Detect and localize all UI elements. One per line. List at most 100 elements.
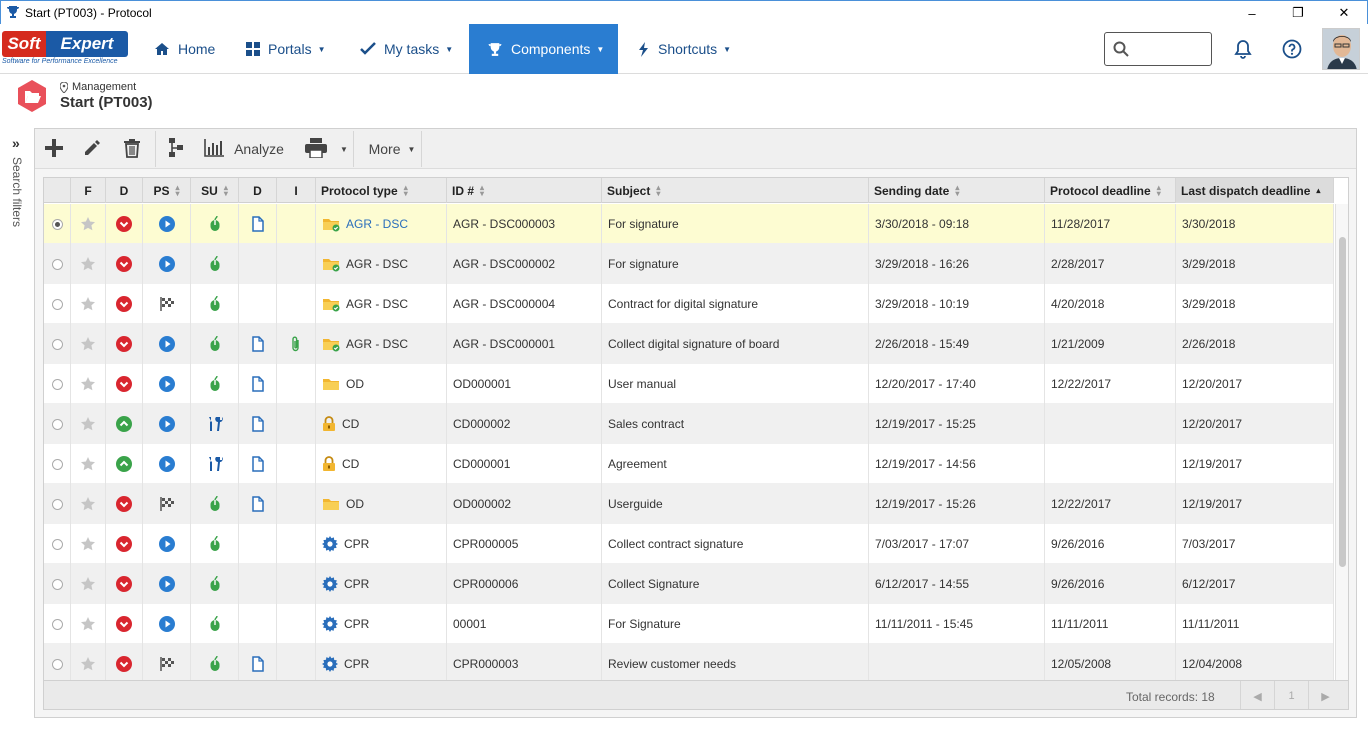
- table-row[interactable]: OD OD000002 Userguide 12/19/2017 - 15:26 12/…: [44, 484, 1334, 524]
- help-icon[interactable]: [1281, 38, 1303, 60]
- next-page-button[interactable]: ▶: [1308, 681, 1342, 709]
- row-select-radio[interactable]: [51, 578, 63, 590]
- cell-favorite[interactable]: [71, 284, 106, 324]
- table-row[interactable]: AGR - DSC AGR - DSC000001 Collect digital …: [44, 324, 1334, 364]
- cell-process-status: [143, 204, 191, 244]
- cell-favorite[interactable]: [71, 564, 106, 604]
- col-document[interactable]: D: [239, 178, 277, 203]
- table-row[interactable]: AGR - DSC AGR - DSC000004 Contract for dig…: [44, 284, 1334, 324]
- document-icon: [251, 496, 264, 512]
- user-avatar[interactable]: [1322, 28, 1360, 70]
- col-su[interactable]: SU ▴ ▾: [191, 178, 239, 203]
- cell-sending-date: 12/20/2017 - 17:40: [869, 364, 1045, 404]
- cell-last-dispatch: 6/12/2017: [1176, 564, 1334, 604]
- cell-subject: User manual: [602, 364, 869, 404]
- row-select-radio[interactable]: [51, 658, 63, 670]
- cell-favorite[interactable]: [71, 204, 106, 244]
- cell-favorite[interactable]: [71, 404, 106, 444]
- last-dispatch-text: 12/20/2017: [1182, 377, 1243, 391]
- row-select-radio[interactable]: [51, 538, 63, 550]
- row-select-radio[interactable]: [51, 298, 63, 310]
- cell-protocol-deadline: 9/26/2016: [1045, 524, 1176, 564]
- table-row[interactable]: CPR CPR000006 Collect Signature 6/12/2017 -…: [44, 564, 1334, 604]
- cell-protocol-type: CPR: [316, 524, 447, 564]
- protocol-type-text[interactable]: AGR - DSC: [346, 217, 409, 231]
- trophy-icon: [6, 5, 20, 19]
- row-select-radio[interactable]: [51, 618, 63, 630]
- row-select-radio[interactable]: [51, 418, 63, 430]
- search-filters-toggle[interactable]: » Search filters: [0, 129, 30, 249]
- more-button[interactable]: More ▼: [359, 129, 425, 169]
- table-row[interactable]: OD OD000001 User manual 12/20/2017 - 17:40 1…: [44, 364, 1334, 404]
- table-row[interactable]: CD CD000002 Sales contract 12/19/2017 - 15:…: [44, 404, 1334, 444]
- breadcrumb-parent[interactable]: Management: [60, 81, 136, 93]
- col-attachment[interactable]: I: [277, 178, 316, 203]
- prev-page-button[interactable]: ◀: [1240, 681, 1274, 709]
- print-button[interactable]: [297, 129, 335, 169]
- table-row[interactable]: CPR 00001 For Signature 11/11/2011 - 15:45 1…: [44, 604, 1334, 644]
- restore-button[interactable]: ❐: [1292, 5, 1304, 20]
- add-button[interactable]: [37, 129, 71, 169]
- delete-button[interactable]: [115, 129, 149, 169]
- cell-favorite[interactable]: [71, 364, 106, 404]
- row-select-radio[interactable]: [51, 458, 63, 470]
- table-row[interactable]: CD CD000001 Agreement 12/19/2017 - 14:56 12/…: [44, 444, 1334, 484]
- cell-favorite[interactable]: [71, 244, 106, 284]
- col-favorite[interactable]: F: [71, 178, 106, 203]
- col-protocol-deadline[interactable]: Protocol deadline ▴ ▾: [1045, 178, 1176, 203]
- nav-shortcuts[interactable]: Shortcuts ▼: [638, 24, 738, 74]
- vertical-scrollbar[interactable]: [1335, 204, 1348, 680]
- cell-favorite[interactable]: [71, 444, 106, 484]
- folder-check-icon: [322, 216, 340, 232]
- cell-id: CD000002: [447, 404, 602, 444]
- trophy-icon: [487, 42, 503, 57]
- cell-favorite[interactable]: [71, 644, 106, 684]
- table-row[interactable]: AGR - DSC AGR - DSC000003 For signature 3/3…: [44, 204, 1334, 244]
- cell-document: [239, 604, 277, 644]
- bell-icon[interactable]: [1232, 38, 1254, 60]
- row-select-radio[interactable]: [51, 338, 63, 350]
- close-button[interactable]: ✕: [1338, 5, 1350, 20]
- table-row[interactable]: CPR CPR000003 Review customer needs 12/05/2…: [44, 644, 1334, 684]
- cell-sending-date: 6/12/2017 - 14:55: [869, 564, 1045, 604]
- col-process-status[interactable]: PS ▴ ▾: [143, 178, 191, 203]
- cell-favorite[interactable]: [71, 604, 106, 644]
- edit-button[interactable]: [75, 129, 109, 169]
- row-select-radio[interactable]: [51, 498, 63, 510]
- col-sending-date[interactable]: Sending date ▴ ▾: [869, 178, 1045, 203]
- nav-my-tasks[interactable]: My tasks ▼: [360, 24, 460, 74]
- sort-icon: ▴ ▾: [480, 182, 485, 198]
- cell-protocol-type: CPR: [316, 644, 447, 684]
- col-subject[interactable]: Subject ▴ ▾: [602, 178, 869, 203]
- cell-attachment: [277, 204, 316, 244]
- cell-favorite[interactable]: [71, 484, 106, 524]
- search-input[interactable]: [1135, 39, 1207, 59]
- nav-home[interactable]: Home: [154, 24, 222, 74]
- cell-su: [191, 644, 239, 684]
- play-icon: [158, 576, 175, 592]
- scrollbar-thumb[interactable]: [1339, 237, 1346, 567]
- table-row[interactable]: AGR - DSC AGR - DSC000002 For signature 3/2…: [44, 244, 1334, 284]
- row-select-radio[interactable]: [51, 258, 63, 270]
- print-dropdown[interactable]: ▼: [337, 129, 351, 169]
- col-deadline-status[interactable]: D: [106, 178, 143, 203]
- nav-portals[interactable]: Portals ▼: [246, 24, 336, 74]
- minimize-button[interactable]: –: [1248, 5, 1256, 21]
- cell-document: [239, 484, 277, 524]
- global-search[interactable]: [1104, 32, 1212, 66]
- col-id[interactable]: ID # ▴ ▾: [447, 178, 602, 203]
- softexpert-logo[interactable]: Soft Expert Software for Performance Exc…: [2, 31, 132, 71]
- nav-components[interactable]: Components ▼: [469, 24, 618, 74]
- col-last-dispatch-deadline[interactable]: Last dispatch deadline ▴: [1176, 178, 1334, 203]
- workflow-button[interactable]: [159, 129, 193, 169]
- col-protocol-type[interactable]: Protocol type ▴ ▾: [316, 178, 447, 203]
- cell-favorite[interactable]: [71, 524, 106, 564]
- row-select-radio[interactable]: [51, 378, 63, 390]
- play-icon: [158, 336, 175, 352]
- table-row[interactable]: CPR CPR000005 Collect contract signature 7/…: [44, 524, 1334, 564]
- analyze-button[interactable]: Analyze: [199, 129, 289, 169]
- cell-favorite[interactable]: [71, 324, 106, 364]
- toolbar-divider: [421, 131, 422, 167]
- row-select-radio[interactable]: [51, 218, 63, 230]
- printer-icon: [305, 137, 327, 161]
